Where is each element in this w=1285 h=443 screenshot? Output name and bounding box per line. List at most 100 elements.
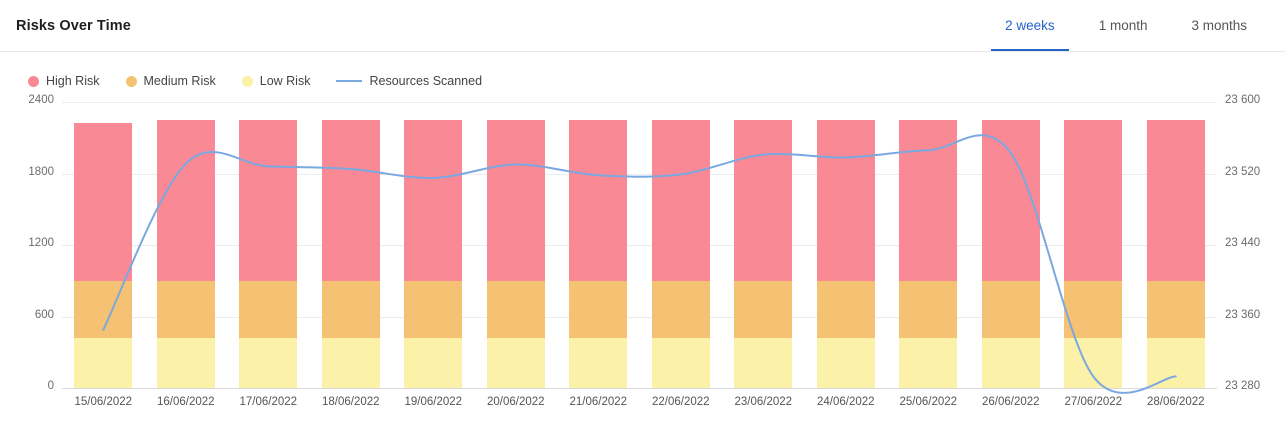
x-tick-label: 24/06/2022 — [816, 396, 875, 408]
bar-segment — [1146, 120, 1205, 281]
bar-segment — [734, 337, 793, 388]
gridline — [62, 388, 1217, 389]
bar-segment — [321, 119, 380, 281]
chart-plot-area: 0 600 1200 1800 2400 23 280 23 360 23 440 23 52… — [0, 94, 1285, 443]
legend-label-low-risk: Low Risk — [259, 74, 311, 88]
gridline — [62, 245, 1217, 246]
line-path — [102, 134, 1177, 394]
bar-segment — [404, 120, 463, 281]
bar-stack[interactable] — [569, 102, 628, 388]
x-tick-label: 15/06/2022 — [74, 396, 133, 408]
bar-segment — [899, 337, 958, 388]
bar-segment — [899, 119, 958, 281]
x-tick-label: 23/06/2022 — [734, 396, 793, 408]
bar-stack[interactable] — [321, 102, 380, 388]
y-tick-left: 1800 — [28, 165, 54, 178]
bar-segment — [816, 280, 875, 338]
y-tick-right: 23 600 — [1225, 94, 1261, 106]
bar-stack[interactable] — [404, 102, 463, 388]
bar-segment — [239, 280, 298, 338]
bar-segment — [899, 280, 958, 338]
bar-segment — [239, 337, 298, 388]
bar-segment — [156, 280, 215, 338]
bar-segment — [981, 119, 1040, 281]
chart-legend: High Risk Medium Risk Low Risk Resources… — [0, 52, 1285, 94]
y-tick-left: 600 — [34, 308, 54, 321]
bar-stack[interactable] — [1146, 102, 1205, 388]
bar-segment — [1064, 120, 1123, 281]
bar-segment — [816, 337, 875, 388]
bar-stack[interactable] — [816, 102, 875, 388]
legend-label-resources-scanned: Resources Scanned — [369, 74, 483, 88]
bar-segment — [74, 123, 133, 281]
bar-segment — [651, 280, 710, 338]
bar-stack[interactable] — [486, 102, 545, 388]
bar-segment — [569, 337, 628, 388]
resources-scanned-line — [102, 134, 1177, 394]
x-tick-label: 21/06/2022 — [569, 396, 628, 408]
bar-series-group — [62, 94, 1217, 443]
bar-segment — [321, 280, 380, 338]
page-title: Risks Over Time — [16, 17, 131, 34]
y-tick-left: 0 — [47, 380, 54, 392]
tab-1-month[interactable]: 1 month — [1098, 18, 1148, 33]
legend-item-high-risk[interactable]: High Risk — [28, 74, 100, 88]
legend-item-resources-scanned[interactable]: Resources Scanned — [336, 74, 482, 88]
low-risk-dot-icon — [241, 75, 253, 87]
gridline — [62, 102, 1217, 103]
bar-segment — [816, 119, 875, 281]
bar-segment — [1146, 280, 1205, 338]
bar-stack[interactable] — [981, 102, 1040, 388]
tab-2-weeks[interactable]: 2 weeks — [983, 0, 1077, 51]
x-tick-label: 19/06/2022 — [404, 396, 463, 408]
medium-risk-dot-icon — [125, 75, 137, 87]
bar-segment — [404, 280, 463, 338]
y-tick-right: 23 520 — [1225, 165, 1261, 178]
bar-segment — [734, 119, 793, 281]
range-tabs: 2 weeks 1 month 3 months — [983, 0, 1269, 51]
resources-scanned-line-icon — [336, 80, 363, 82]
gridline — [62, 316, 1217, 318]
x-tick-label: 25/06/2022 — [899, 396, 958, 408]
bar-stack[interactable] — [899, 102, 958, 388]
tab-3-months[interactable]: 3 months — [1191, 18, 1247, 33]
bar-segment — [651, 120, 710, 281]
x-tick-label: 22/06/2022 — [651, 396, 710, 408]
x-tick-label: 28/06/2022 — [1146, 396, 1205, 408]
bar-segment — [981, 337, 1040, 388]
bar-segment — [486, 119, 545, 281]
legend-label-high-risk: High Risk — [46, 74, 100, 88]
y-tick-left: 2400 — [28, 94, 54, 106]
y-tick-right: 23 360 — [1225, 308, 1261, 321]
y-tick-right: 23 440 — [1225, 237, 1261, 249]
bar-segment — [981, 280, 1040, 338]
bar-stack[interactable] — [1064, 102, 1123, 388]
legend-item-low-risk[interactable]: Low Risk — [241, 74, 311, 88]
x-axis-labels: 15/06/2022 16/06/2022 17/06/2022 18/06/2022… — [62, 388, 1217, 418]
bar-segment — [651, 337, 710, 388]
bar-segment — [486, 280, 545, 338]
bar-segment — [321, 337, 380, 388]
legend-label-medium-risk: Medium Risk — [143, 74, 216, 88]
bar-segment — [569, 120, 628, 281]
x-tick-label: 17/06/2022 — [239, 396, 298, 408]
bar-segment — [734, 280, 793, 338]
high-risk-dot-icon — [28, 75, 39, 87]
bar-segment — [156, 337, 215, 388]
bar-segment — [74, 337, 133, 388]
bar-segment — [404, 337, 463, 388]
bar-stack[interactable] — [651, 102, 710, 388]
legend-item-medium-risk[interactable]: Medium Risk — [125, 74, 216, 88]
x-tick-label: 16/06/2022 — [156, 396, 215, 408]
bar-segment — [1146, 337, 1205, 388]
bar-segment — [1064, 337, 1123, 388]
x-tick-label: 27/06/2022 — [1064, 396, 1123, 408]
y-tick-left: 1200 — [28, 237, 54, 249]
bar-stack[interactable] — [239, 102, 298, 388]
bar-stack[interactable] — [156, 102, 215, 388]
bar-stack[interactable] — [734, 102, 793, 388]
bar-segment — [486, 337, 545, 388]
bar-segment — [239, 119, 298, 281]
x-tick-label: 20/06/2022 — [486, 396, 545, 408]
